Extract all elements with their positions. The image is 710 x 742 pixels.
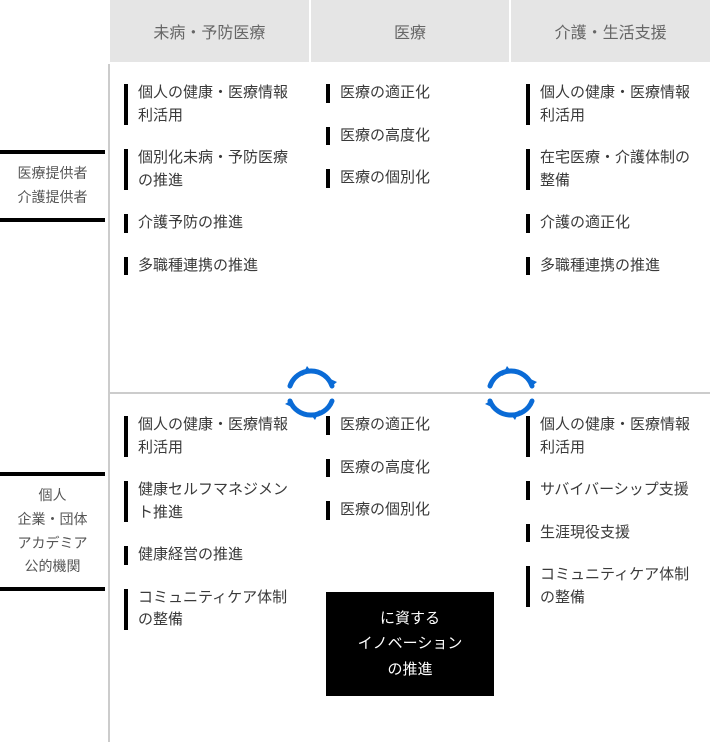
list-item: サバイバーシップ支援 — [530, 479, 698, 502]
list-item: 介護予防の推進 — [128, 212, 298, 235]
innovation-box: に資する イノベーション の推進 — [326, 592, 494, 696]
list-item: 在宅医療・介護体制の整備 — [530, 147, 698, 192]
list-item: 医療の適正化 — [330, 414, 498, 437]
list-item: 健康セルフマネジメント推進 — [128, 479, 298, 524]
innovation-box-line-1: に資する — [380, 606, 440, 632]
row-label-1-line-2: 介護提供者 — [4, 186, 101, 210]
list-item: コミュニティケア体制の整備 — [530, 564, 698, 609]
list-item: 多職種連携の推進 — [530, 255, 698, 278]
row-label-2-line-1: 個人 — [4, 484, 101, 508]
list-item: 多職種連携の推進 — [128, 255, 298, 278]
row-label-1-line-1: 医療提供者 — [4, 162, 101, 186]
cell-r1c3: 個人の健康・医療情報利活用 在宅医療・介護体制の整備 介護の適正化 多職種連携の… — [512, 62, 710, 392]
row-label-1: 医療提供者 介護提供者 — [0, 150, 105, 222]
cycle-arrows-icon — [281, 363, 341, 423]
list-item: 個人の健康・医療情報利活用 — [530, 82, 698, 127]
matrix-diagram: 未病・予防医療 医療 介護・生活支援 医療提供者 介護提供者 個人 企業・団体 … — [0, 0, 710, 742]
list-item: 医療の個別化 — [330, 499, 498, 522]
list-item: 個人の健康・医療情報利活用 — [128, 414, 298, 459]
list-item: 医療の高度化 — [330, 125, 498, 148]
list-item: 介護の適正化 — [530, 212, 698, 235]
cycle-arrows-icon — [481, 363, 541, 423]
column-header-1: 未病・予防医療 — [110, 0, 311, 62]
list-item: 医療の高度化 — [330, 457, 498, 480]
row-label-2-line-4: 公的機関 — [4, 555, 101, 579]
cell-r2c1: 個人の健康・医療情報利活用 健康セルフマネジメント推進 健康経営の推進 コミュニ… — [110, 394, 310, 742]
cell-r1c2: 医療の適正化 医療の高度化 医療の個別化 — [312, 62, 510, 392]
column-header-3: 介護・生活支援 — [511, 0, 710, 62]
list-item: 医療の個別化 — [330, 167, 498, 190]
row-label-2-line-3: アカデミア — [4, 532, 101, 556]
list-item: コミュニティケア体制の整備 — [128, 587, 298, 632]
column-header-2: 医療 — [311, 0, 512, 62]
row-label-2: 個人 企業・団体 アカデミア 公的機関 — [0, 472, 105, 591]
innovation-box-line-2: イノベーション — [358, 631, 463, 657]
list-item: 生涯現役支援 — [530, 522, 698, 545]
list-item: 個人の健康・医療情報利活用 — [530, 414, 698, 459]
list-item: 医療の適正化 — [330, 82, 498, 105]
cell-r1c1: 個人の健康・医療情報利活用 個別化未病・予防医療の推進 介護予防の推進 多職種連… — [110, 62, 310, 392]
cell-r2c3: 個人の健康・医療情報利活用 サバイバーシップ支援 生涯現役支援 コミュニティケア… — [512, 394, 710, 742]
row-label-2-line-2: 企業・団体 — [4, 508, 101, 532]
list-item: 個別化未病・予防医療の推進 — [128, 147, 298, 192]
list-item: 健康経営の推進 — [128, 544, 298, 567]
column-header-bar: 未病・予防医療 医療 介護・生活支援 — [110, 0, 710, 62]
innovation-box-line-3: の推進 — [387, 657, 432, 683]
list-item: 個人の健康・医療情報利活用 — [128, 82, 298, 127]
